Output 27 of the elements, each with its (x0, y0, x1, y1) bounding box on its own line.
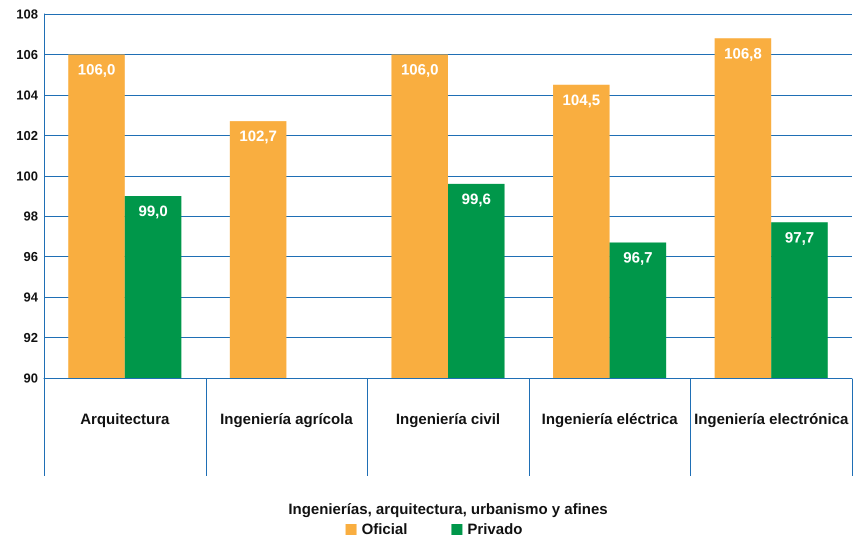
y-tick-label: 102 (16, 128, 38, 143)
y-tick-label: 106 (16, 46, 38, 62)
data-label: 96,7 (623, 250, 652, 267)
data-label: 97,7 (784, 229, 814, 246)
x-tick-label: Ingeniería civil (396, 411, 500, 428)
data-label: 99,6 (462, 190, 491, 208)
legend-label: Oficial (362, 521, 408, 538)
x-axis-title: Ingenierías, arquitectura, urbanismo y afines (288, 501, 608, 518)
x-tick-label: Ingeniería agrícola (220, 411, 354, 428)
data-label: 106,8 (724, 45, 762, 62)
data-label: 106,0 (78, 61, 116, 78)
y-tick-label: 108 (16, 6, 38, 22)
data-label: 104,5 (562, 92, 600, 109)
y-tick-label: 96 (24, 249, 38, 264)
y-tick-label: 100 (16, 168, 38, 184)
y-tick-label: 92 (24, 330, 38, 346)
y-tick-label: 98 (24, 208, 38, 224)
data-label: 99,0 (138, 203, 168, 220)
y-tick-label: 90 (24, 370, 38, 386)
y-tick-label: 104 (16, 87, 39, 102)
x-tick-label: Arquitectura (80, 411, 170, 428)
data-label: 106,0 (400, 61, 438, 78)
y-tick-label: 94 (24, 290, 39, 305)
x-tick-label: Ingeniería electrónica (694, 411, 849, 428)
data-label: 102,7 (239, 128, 277, 146)
x-tick-label: Ingeniería eléctrica (542, 411, 678, 428)
legend-label: Privado (467, 521, 522, 538)
